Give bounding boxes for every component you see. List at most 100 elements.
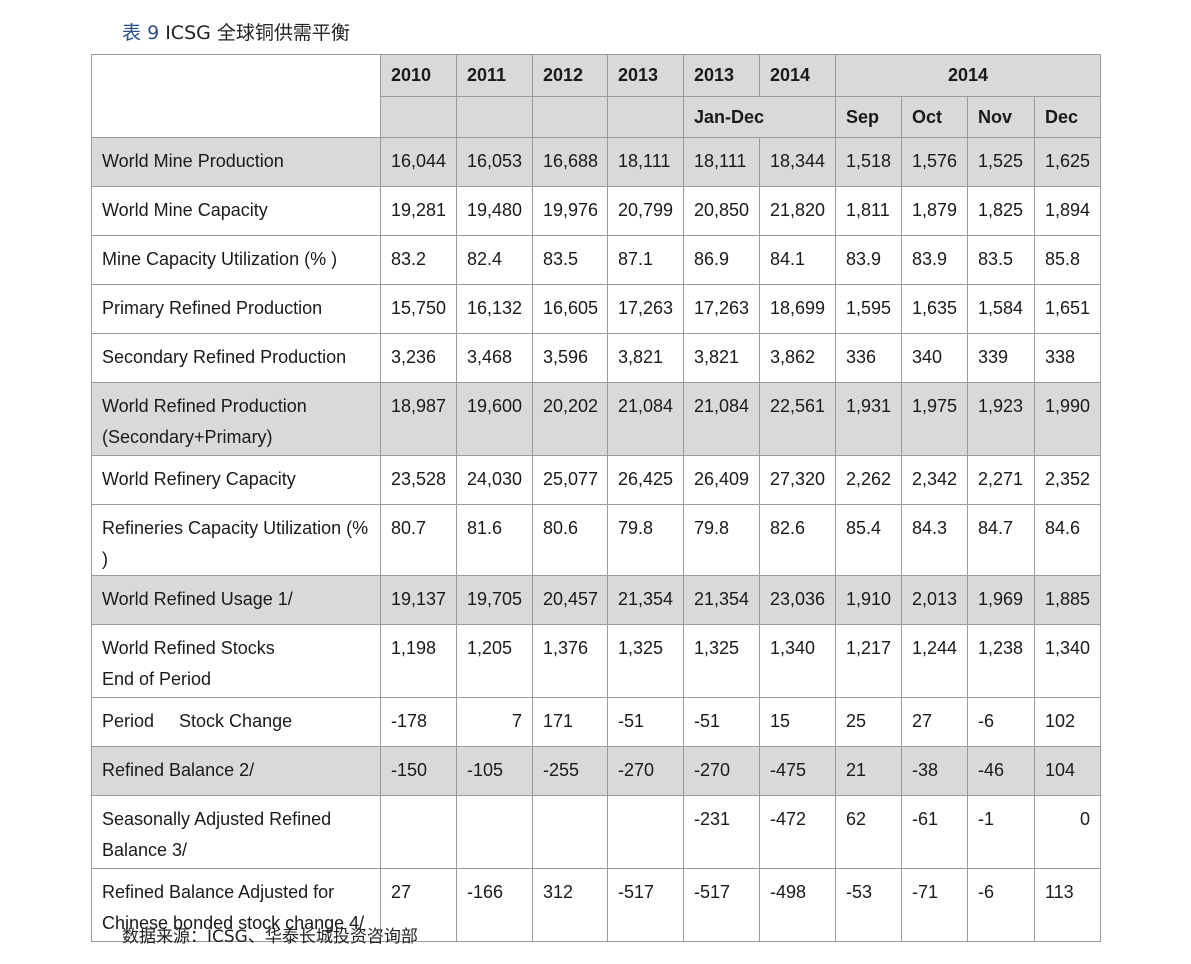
header-corner [91, 54, 381, 138]
cell-value: 104 [1033, 746, 1102, 796]
cell-value: -53 [835, 868, 902, 942]
cell-value: 19,137 [380, 575, 457, 625]
cell-value: 1,885 [1033, 575, 1102, 625]
row-label-line: World Refinery Capacity [102, 469, 296, 489]
cell-value: 82.4 [456, 235, 533, 285]
cell-value: 85.8 [1033, 235, 1102, 285]
row-label: Seasonally Adjusted Refined Balance 3/ [91, 795, 381, 869]
row-label: World Refined Stocks End of Period [91, 624, 381, 698]
table-row: Secondary Refined Production 3,236 3,468 3,… [91, 333, 1102, 383]
cell-value: -472 [759, 795, 836, 869]
row-label-line: World Refined Stocks [102, 638, 275, 658]
cell-value: 17,263 [607, 284, 684, 334]
cell-value: 19,705 [456, 575, 533, 625]
cell-value: 20,457 [532, 575, 608, 625]
table-row: World Mine Production 16,044 16,053 16,688 1… [91, 137, 1102, 187]
table-row: World Refined Production (Secondary+Prima… [91, 382, 1102, 456]
cell-value: 18,987 [380, 382, 457, 456]
cell-value: 83.5 [532, 235, 608, 285]
header-year: 2012 [532, 54, 608, 97]
cell-value: 1,990 [1033, 382, 1102, 456]
cell-value: 21,354 [607, 575, 684, 625]
cell-value: 2,342 [901, 455, 968, 505]
table-row: World Refinery Capacity 23,528 24,030 25,07… [91, 455, 1102, 505]
cell-value: -150 [380, 746, 457, 796]
header-blank [532, 96, 608, 138]
header-year: 2013 [683, 54, 760, 97]
row-label: Period Stock Change [91, 697, 381, 747]
row-label: Mine Capacity Utilization (% ) [91, 235, 381, 285]
cell-value: 21 [835, 746, 902, 796]
header-month: Oct [901, 96, 968, 138]
row-label-line: (Secondary+Primary) [102, 427, 273, 447]
table-row: Refined Balance Adjusted for Chinese bond… [91, 868, 1102, 942]
cell-value: 1,205 [456, 624, 533, 698]
cell-value: 1,525 [967, 137, 1035, 187]
cell-value: 1,376 [532, 624, 608, 698]
cell-value: 1,595 [835, 284, 902, 334]
cell-value: 0 [1033, 795, 1102, 869]
cell-value: 1,198 [380, 624, 457, 698]
cell-value: 25 [835, 697, 902, 747]
cell-value: 79.8 [683, 504, 760, 576]
cell-value: 2,013 [901, 575, 968, 625]
header-month: Nov [967, 96, 1035, 138]
cell-value: 21,084 [607, 382, 684, 456]
cell-value [607, 795, 684, 869]
row-label: World Refinery Capacity [91, 455, 381, 505]
cell-value: 26,425 [607, 455, 684, 505]
header-year: 2010 [380, 54, 457, 97]
cell-value: 19,976 [532, 186, 608, 236]
row-label-line: Refined Balance Adjusted for [102, 882, 335, 902]
cell-value: 339 [967, 333, 1035, 383]
cell-value: 1,825 [967, 186, 1035, 236]
cell-value: 1,325 [683, 624, 760, 698]
table-row: Seasonally Adjusted Refined Balance 3/ -23… [91, 795, 1102, 869]
table-row: Refined Balance 2/-150 -105 -255 -270 -270 -4… [91, 746, 1102, 796]
cell-value: -498 [759, 868, 836, 942]
cell-value: 1,931 [835, 382, 902, 456]
header-year: 2011 [456, 54, 533, 97]
cell-value: 21,084 [683, 382, 760, 456]
cell-value: 82.6 [759, 504, 836, 576]
cell-value: 312 [532, 868, 608, 942]
cell-value: 2,352 [1033, 455, 1102, 505]
cell-value: 1,576 [901, 137, 968, 187]
row-label: World Mine Capacity [91, 186, 381, 236]
row-label-line: Seasonally Adjusted Refined [102, 809, 332, 829]
cell-value: 83.9 [901, 235, 968, 285]
cell-value: 22,561 [759, 382, 836, 456]
header-blank [380, 96, 457, 138]
cell-value: 3,821 [607, 333, 684, 383]
row-label-line: World Refined Usage 1/ [102, 589, 293, 609]
cell-value: 1,325 [607, 624, 684, 698]
cell-value: 20,202 [532, 382, 608, 456]
cell-value: 1,635 [901, 284, 968, 334]
cell-value: 340 [901, 333, 968, 383]
row-label-line: Chinese bonded stock change 4/ [102, 913, 365, 933]
header-year: 2013 [607, 54, 684, 97]
cell-value: 80.7 [380, 504, 457, 576]
cell-value: 1,584 [967, 284, 1035, 334]
cell-value: 3,236 [380, 333, 457, 383]
cell-value: 85.4 [835, 504, 902, 576]
cell-value: -1 [967, 795, 1035, 869]
cell-value: 1,244 [901, 624, 968, 698]
cell-value: -231 [683, 795, 760, 869]
data-source-note: 数据来源：ICSG、华泰长城投资咨询部 [122, 927, 418, 947]
copper-balance-table: 2010 2011 2012 2013 2013 2014 2014 Jan-D… [91, 54, 1102, 942]
row-label-line: Refined Balance 2/ [102, 760, 255, 780]
cell-value: -46 [967, 746, 1035, 796]
cell-value: 84.3 [901, 504, 968, 576]
cell-value: 27 [380, 868, 457, 942]
cell-value: 81.6 [456, 504, 533, 576]
header-blank [607, 96, 684, 138]
cell-value: 338 [1033, 333, 1102, 383]
cell-value: 84.7 [967, 504, 1035, 576]
cell-value: 171 [532, 697, 608, 747]
row-label: Secondary Refined Production [91, 333, 381, 383]
row-label: World Refined Production (Secondary+Prima… [91, 382, 381, 456]
header-group-2014: 2014 [834, 54, 1102, 97]
row-label-line: Mine Capacity Utilization (% ) [102, 249, 338, 269]
cell-value: -270 [683, 746, 760, 796]
